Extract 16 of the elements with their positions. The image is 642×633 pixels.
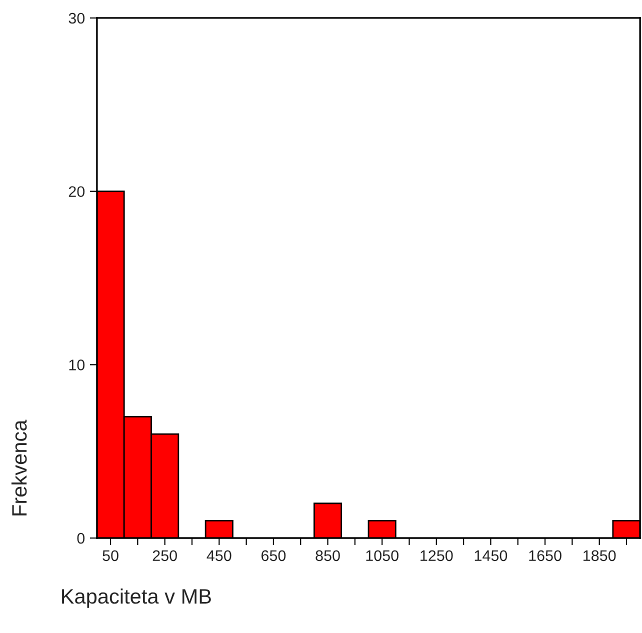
- y-tick-label: 20: [68, 186, 85, 198]
- y-axis-title: Frekvenca: [11, 420, 27, 516]
- x-tick-label: 1850: [584, 550, 616, 562]
- x-tick-label: 1050: [366, 550, 398, 562]
- x-tick-label: 250: [152, 550, 177, 562]
- x-tick-label: 1250: [420, 550, 453, 562]
- y-tick-label: 0: [77, 532, 85, 544]
- x-tick-label: 1650: [529, 550, 562, 562]
- x-tick-label: 450: [206, 550, 232, 562]
- x-axis-title: Kapaciteta v MB: [62, 588, 211, 608]
- x-tick-label: 650: [261, 550, 286, 562]
- x-tick-label: 850: [316, 550, 340, 562]
- x-tick-label: 50: [102, 550, 118, 562]
- y-tick-label: 10: [69, 360, 85, 370]
- x-tick-label: 1450: [474, 550, 508, 562]
- y-tick-label: 30: [68, 12, 85, 24]
